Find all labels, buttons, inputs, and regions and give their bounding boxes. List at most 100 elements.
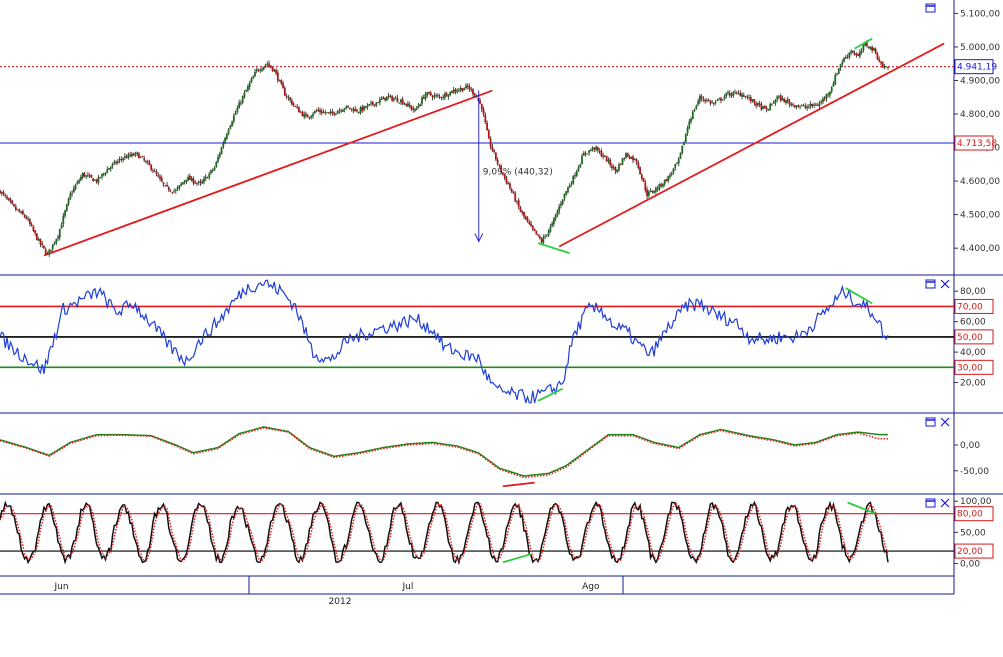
candle — [364, 106, 367, 109]
candle-body — [349, 107, 351, 110]
candle-body — [767, 110, 770, 111]
candle — [723, 94, 726, 101]
candle — [517, 197, 520, 210]
candle — [0, 189, 1, 195]
trendline — [43, 89, 493, 257]
candle-body — [728, 93, 731, 96]
window-icon[interactable] — [925, 417, 936, 427]
close-icon-cross[interactable] — [940, 279, 950, 289]
candle-body — [398, 102, 401, 104]
candle-body — [115, 161, 117, 164]
window-icon[interactable] — [925, 279, 936, 289]
window-icon[interactable] — [925, 3, 936, 13]
candle-body — [510, 189, 513, 192]
candle — [361, 104, 364, 113]
candle-body — [322, 112, 325, 113]
candle-body — [436, 95, 439, 97]
candle — [227, 128, 230, 136]
candle-body — [793, 105, 796, 108]
candle-body — [392, 98, 395, 101]
candle — [268, 60, 270, 68]
candle — [721, 99, 724, 102]
close-icon-cross[interactable] — [940, 498, 950, 508]
candle-body — [356, 109, 358, 112]
candle-body — [25, 216, 28, 219]
candle — [797, 104, 800, 108]
candle-body — [192, 178, 195, 184]
candle — [603, 154, 606, 158]
candle-body — [602, 155, 605, 157]
close-icon-cross[interactable] — [940, 417, 950, 427]
candle — [282, 81, 285, 89]
candle — [698, 93, 701, 105]
stochastic-level-tag-text: 80,00 — [957, 510, 983, 520]
stochastic-level-tag: 80,00 — [954, 506, 994, 522]
candle — [252, 75, 255, 79]
candle — [185, 179, 188, 185]
candle-body — [797, 105, 800, 107]
candle-body — [225, 134, 228, 139]
window-icon-frame[interactable] — [925, 498, 936, 508]
candle-body — [180, 183, 183, 186]
candle — [366, 103, 369, 110]
candle-body — [185, 179, 188, 182]
candle — [521, 210, 524, 216]
candle — [276, 69, 279, 83]
candle — [489, 136, 492, 150]
candle-body — [653, 191, 656, 193]
candle — [669, 172, 671, 180]
candle — [273, 68, 276, 72]
candle-body — [609, 159, 612, 166]
candle — [192, 176, 195, 186]
candle-body — [14, 206, 17, 210]
close-icon[interactable] — [940, 279, 950, 289]
candle-body — [844, 57, 847, 59]
candle-body — [537, 234, 539, 236]
candle — [262, 66, 265, 71]
candle-body — [600, 150, 603, 157]
candle-body — [690, 118, 692, 122]
candle — [164, 184, 167, 187]
candle — [294, 105, 297, 108]
window-icon-frame[interactable] — [925, 279, 936, 289]
candle-body — [665, 179, 668, 182]
window-icon[interactable] — [925, 498, 936, 508]
candle-body — [523, 211, 525, 217]
window-icon-frame[interactable] — [925, 417, 936, 427]
candle — [320, 108, 323, 116]
candle — [28, 217, 31, 227]
candle-body — [760, 103, 763, 110]
candle — [720, 96, 722, 104]
candle — [34, 229, 37, 236]
candle — [422, 94, 425, 100]
panel-controls[interactable] — [925, 3, 950, 508]
candle-body — [30, 224, 33, 226]
candle-body — [292, 103, 295, 106]
candle — [426, 91, 429, 98]
candle-body — [247, 86, 249, 91]
candle — [357, 111, 360, 114]
candle-body — [43, 245, 45, 249]
candle-body — [734, 92, 736, 94]
candle-body — [85, 175, 88, 177]
candle-body — [442, 96, 445, 99]
candle — [869, 46, 872, 51]
candle — [174, 188, 177, 194]
candle-body — [415, 107, 418, 110]
close-icon[interactable] — [940, 417, 950, 427]
candle-body — [407, 103, 409, 107]
window-icon-frame[interactable] — [925, 3, 936, 13]
candle — [858, 49, 861, 59]
candle-body — [447, 95, 450, 97]
candle — [647, 189, 650, 198]
candle — [150, 164, 153, 172]
candle — [48, 248, 51, 257]
candle — [13, 203, 15, 208]
candle — [836, 72, 838, 76]
stochastic-divergence-line — [847, 501, 877, 515]
candle-body — [804, 105, 807, 108]
close-icon[interactable] — [940, 498, 950, 508]
candle — [486, 120, 488, 131]
candle-body — [625, 153, 627, 159]
candle — [771, 103, 773, 107]
